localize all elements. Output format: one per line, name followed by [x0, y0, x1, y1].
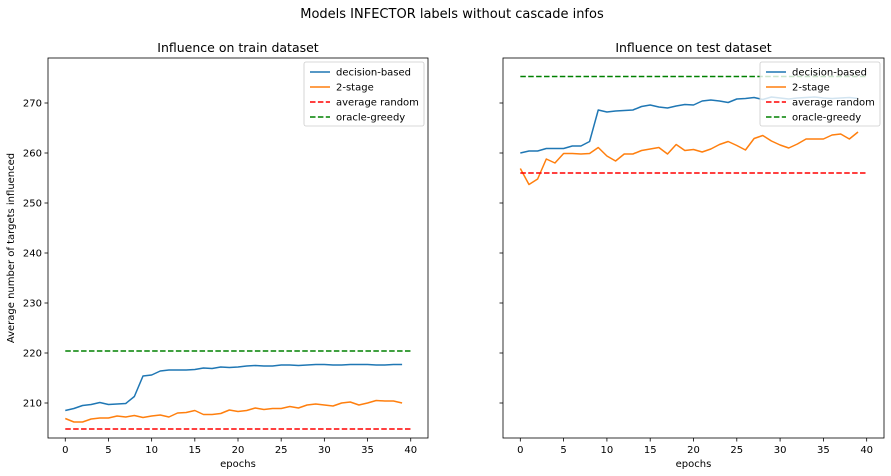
figure-suptitle: Models INFECTOR labels without cascade i…: [300, 7, 604, 22]
x-tick-label: 20: [232, 445, 245, 456]
x-tick-label: 15: [188, 445, 201, 456]
x-tick-label: 20: [687, 445, 700, 456]
x-tick-label: 15: [644, 445, 657, 456]
legend-label: decision-based: [792, 68, 867, 79]
y-tick-label: 210: [23, 399, 42, 410]
x-tick-label: 25: [730, 445, 743, 456]
legend-label: oracle-greedy: [336, 113, 405, 124]
legend-label: decision-based: [336, 68, 411, 79]
y-tick-label: 240: [23, 249, 42, 260]
series-line-2-stage: [519, 131, 859, 186]
legend-label: 2-stage: [336, 83, 374, 94]
legend-box: [759, 61, 881, 127]
x-tick-label: 5: [560, 445, 566, 456]
x-axis-label: epochs: [676, 459, 712, 470]
x-tick-label: 5: [105, 445, 111, 456]
series-line-2-stage: [64, 399, 403, 423]
y-tick-label: 260: [23, 149, 42, 160]
legend-label: 2-stage: [792, 83, 830, 94]
y-axis-label: Average number of targets influenced: [6, 153, 17, 343]
legend: decision-based 2-stage average random oracl…: [303, 61, 425, 127]
axes-test: Influence on test dataset 0 5 10 15 20 25 30 35 4…: [499, 40, 885, 470]
x-tick-label: 10: [601, 445, 614, 456]
x-axis-label: epochs: [220, 459, 256, 470]
y-tick-label: 220: [23, 349, 42, 360]
axes-train: Influence on train dataset 0 5 10 15 20 25 30 35…: [6, 40, 429, 470]
chart-title: Influence on train dataset: [157, 40, 319, 55]
x-tick-label: 25: [275, 445, 288, 456]
x-tick-label: 35: [361, 445, 374, 456]
x-tick-label: 30: [774, 445, 787, 456]
legend-label: oracle-greedy: [792, 113, 861, 124]
legend-box: [303, 61, 425, 127]
x-tick-label: 40: [404, 445, 417, 456]
x-tick-label: 10: [145, 445, 158, 456]
x-tick-label: 0: [62, 445, 68, 456]
x-tick-label: 30: [318, 445, 331, 456]
legend-label: average random: [792, 98, 875, 109]
x-tick-label: 40: [860, 445, 873, 456]
legend: decision-based 2-stage average random oracl…: [759, 61, 881, 127]
y-tick-label: 250: [23, 199, 42, 210]
y-tick-label: 270: [23, 99, 42, 110]
x-tick-label: 0: [517, 445, 523, 456]
legend-label: average random: [336, 98, 419, 109]
x-tick-label: 35: [817, 445, 830, 456]
chart-title: Influence on test dataset: [615, 40, 771, 55]
series-line-decision-based: [65, 363, 403, 412]
y-tick-label: 230: [23, 299, 42, 310]
